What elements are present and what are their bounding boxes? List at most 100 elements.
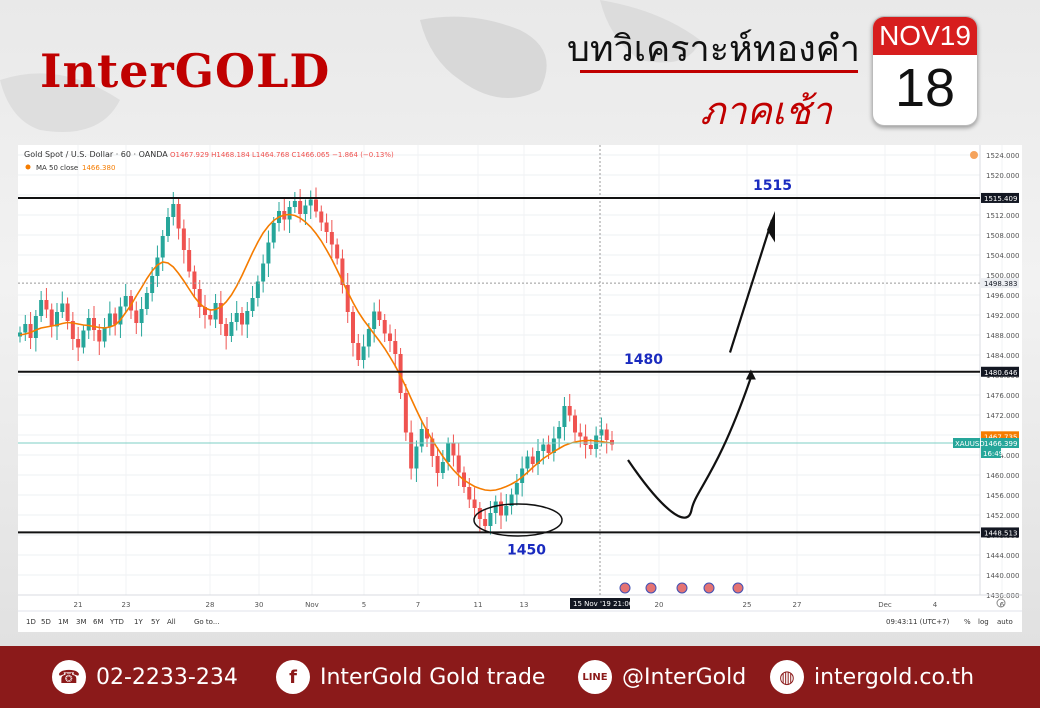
clock-readout: 09:43:11 (UTC+7) — [886, 618, 950, 626]
candle-body — [261, 263, 266, 282]
y-tick-label: 1476.000 — [986, 392, 1019, 400]
phone-contact[interactable]: ☎ 02-2233-234 — [52, 658, 238, 696]
price-label: 1515.409 — [984, 195, 1017, 203]
candle-body — [409, 432, 414, 469]
candle-body — [599, 429, 604, 436]
candle-body — [134, 310, 139, 323]
range-button-all: All — [167, 618, 176, 626]
candle-body — [530, 456, 535, 464]
candle-body — [393, 341, 398, 354]
economic-event-icon[interactable] — [676, 582, 688, 594]
candle-body — [351, 312, 355, 343]
x-tick-label: 6 — [1000, 601, 1005, 609]
y-tick-label: 1460.000 — [986, 472, 1019, 480]
economic-event-icon[interactable] — [732, 582, 744, 594]
line-contact[interactable]: LINE @InterGold — [578, 658, 746, 696]
candle-body — [203, 307, 207, 315]
candle-body — [340, 258, 345, 285]
page-subtitle: ภาคเช้า — [700, 89, 832, 133]
price-label-bg — [981, 527, 1019, 538]
y-tick-label: 1504.000 — [986, 252, 1019, 260]
line-id: @InterGold — [622, 664, 747, 690]
price-label-bg — [981, 438, 1019, 449]
x-tick-label: 21 — [74, 601, 83, 609]
range-button-3m: 3M — [76, 618, 87, 626]
candle-body — [234, 313, 239, 322]
economic-event-icon[interactable] — [703, 582, 715, 594]
price-label-bg — [981, 366, 1019, 377]
candle-body — [578, 432, 583, 437]
candle-body — [520, 468, 525, 483]
candle-body — [76, 339, 81, 348]
x-tick-label: 20 — [655, 601, 664, 609]
x-tick-label: 5 — [362, 601, 366, 609]
y-tick-label: 1436.000 — [986, 592, 1019, 600]
candle-body — [266, 242, 271, 264]
title-underline — [580, 70, 858, 73]
price-label: 1467.735 — [984, 433, 1017, 441]
website-url: intergold.co.th — [814, 664, 975, 690]
candle-body — [567, 406, 572, 416]
candle-body — [345, 285, 350, 312]
candle-body — [229, 322, 234, 336]
candle-body — [403, 393, 408, 433]
candle-body — [483, 519, 488, 526]
candle-body — [525, 456, 530, 469]
candle-body — [467, 487, 472, 500]
candle-body — [319, 211, 324, 223]
indicator-value: 1466.380 — [82, 164, 115, 172]
price-label-bg — [981, 278, 1019, 289]
support-ellipse — [473, 503, 563, 537]
price-chart[interactable]: 1436.0001440.0001444.0001448.0001452.000… — [18, 145, 1022, 632]
x-tick-label: 30 — [255, 601, 264, 609]
candle-body — [39, 300, 44, 316]
candle-body — [224, 324, 229, 336]
candle-body — [139, 309, 144, 323]
candle-body — [113, 313, 118, 325]
candle-body — [44, 300, 49, 310]
candle-body — [81, 330, 86, 348]
candle-body — [197, 289, 202, 307]
symbol-tag: XAUUSD — [955, 440, 985, 448]
candle-body — [388, 333, 392, 341]
candle-body — [557, 427, 562, 439]
candle-body — [33, 316, 38, 338]
candle-body — [541, 444, 546, 451]
scale-option-percent: % — [964, 618, 971, 626]
website-contact[interactable]: ◍ intergold.co.th — [770, 658, 974, 696]
economic-event-icon[interactable] — [619, 582, 631, 594]
candle-body — [440, 462, 445, 473]
candle-body — [456, 455, 461, 473]
y-tick-label: 1500.000 — [986, 272, 1019, 280]
range-button-1m: 1M — [58, 618, 69, 626]
countdown-label: 16:49 — [983, 450, 1003, 458]
projection-path-upper — [728, 219, 774, 353]
candle-body — [213, 303, 218, 320]
candle-body — [477, 508, 482, 519]
intergold-logo: InterGOLD — [40, 44, 331, 98]
x-tick-label: 27 — [793, 601, 802, 609]
economic-event-icon[interactable] — [645, 582, 657, 594]
countdown-bg — [981, 448, 1001, 459]
range-button-6m: 6M — [93, 618, 104, 626]
candle-body — [240, 313, 244, 325]
candle-body — [594, 435, 599, 449]
y-tick-label: 1492.000 — [986, 312, 1019, 320]
facebook-contact[interactable]: f InterGold Gold trade — [276, 658, 545, 696]
candle-body — [382, 320, 387, 334]
candle-body — [488, 513, 493, 526]
x-tick-label: 11 — [474, 601, 483, 609]
candle-body — [509, 494, 514, 506]
candle-body — [192, 271, 197, 289]
y-tick-label: 1456.000 — [986, 492, 1019, 500]
alert-icon[interactable] — [970, 151, 978, 159]
x-tick-label: 28 — [206, 601, 215, 609]
indicator-color-icon — [25, 164, 31, 170]
range-button-5d: 5D — [41, 618, 51, 626]
settings-gear-icon[interactable] — [996, 598, 1006, 608]
candle-body — [562, 406, 567, 427]
facebook-icon: f — [276, 660, 310, 694]
candle-body — [171, 204, 176, 217]
range-button-5y: 5Y — [151, 618, 160, 626]
candle-body — [451, 443, 456, 456]
